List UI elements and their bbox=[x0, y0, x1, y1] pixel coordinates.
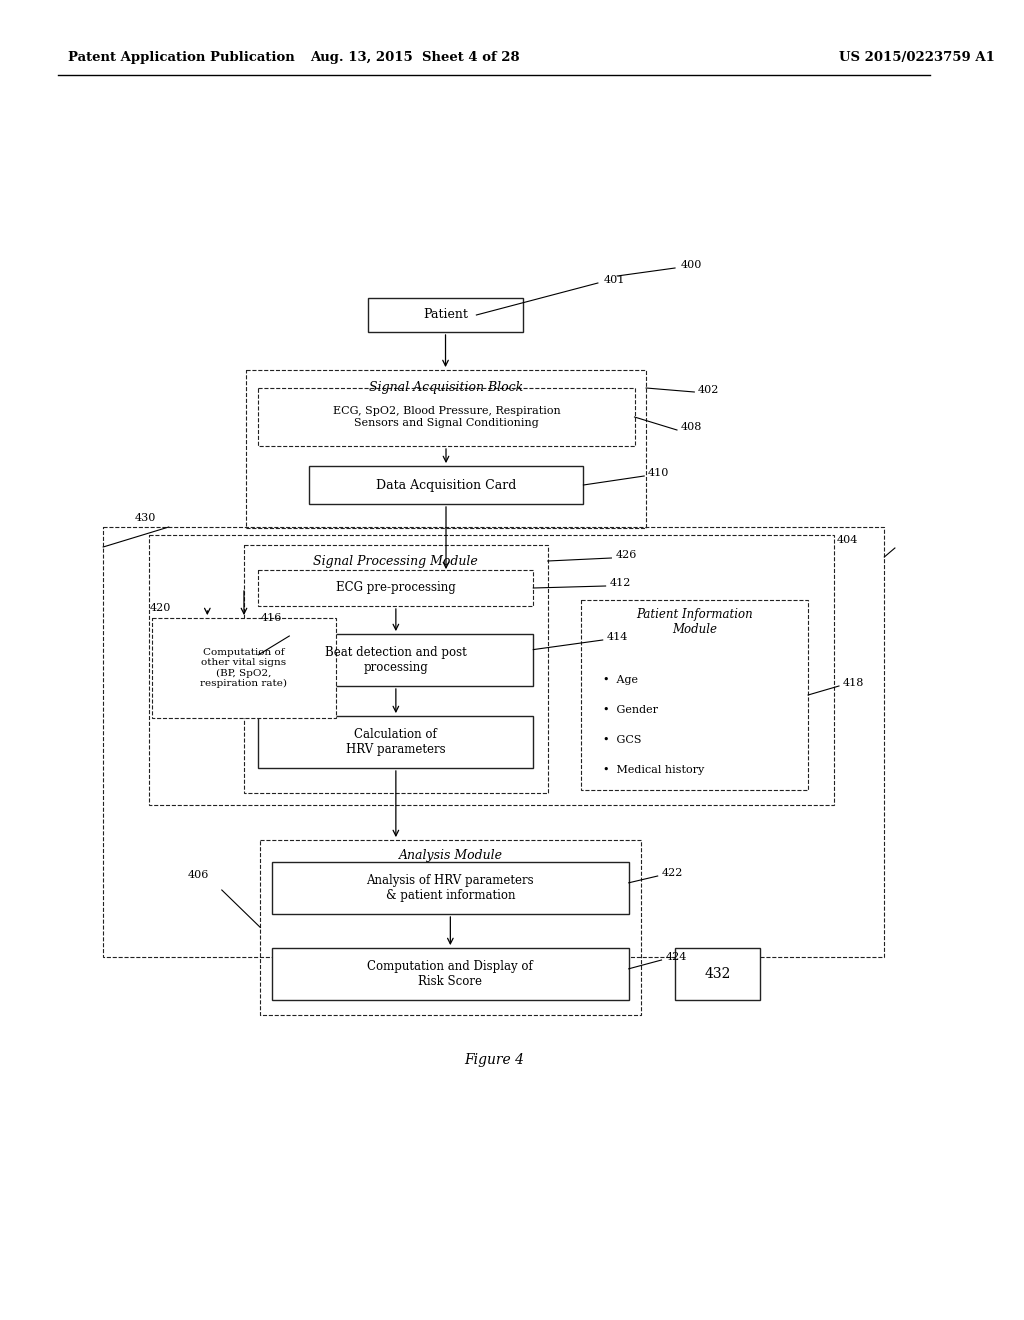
Bar bbox=[153, 618, 336, 718]
Text: Analysis Module: Analysis Module bbox=[398, 850, 503, 862]
Text: Beat detection and post
processing: Beat detection and post processing bbox=[325, 645, 467, 675]
Bar bbox=[258, 715, 534, 768]
Text: Data Acquisition Card: Data Acquisition Card bbox=[376, 479, 516, 491]
Bar bbox=[308, 466, 584, 504]
Bar bbox=[103, 527, 885, 957]
Bar bbox=[246, 370, 646, 528]
Text: •  Age: • Age bbox=[603, 675, 638, 685]
Text: ECG, SpO2, Blood Pressure, Respiration
Sensors and Signal Conditioning: ECG, SpO2, Blood Pressure, Respiration S… bbox=[333, 407, 560, 428]
Bar bbox=[582, 601, 808, 789]
Text: •  GCS: • GCS bbox=[603, 735, 641, 744]
Text: 401: 401 bbox=[604, 275, 625, 285]
Text: 404: 404 bbox=[837, 535, 858, 545]
Bar bbox=[260, 840, 641, 1015]
Text: Calculation of
HRV parameters: Calculation of HRV parameters bbox=[346, 729, 445, 756]
Bar bbox=[369, 298, 522, 333]
Text: 424: 424 bbox=[666, 952, 687, 962]
Text: •  Gender: • Gender bbox=[603, 705, 657, 715]
Text: Computation of
other vital signs
(BP, SpO2,
respiration rate): Computation of other vital signs (BP, Sp… bbox=[201, 648, 288, 688]
Text: Patient: Patient bbox=[423, 309, 468, 322]
Text: Analysis of HRV parameters
& patient information: Analysis of HRV parameters & patient inf… bbox=[367, 874, 535, 902]
Text: Patient Information
Module: Patient Information Module bbox=[637, 609, 754, 636]
Text: 416: 416 bbox=[260, 612, 282, 623]
Text: 410: 410 bbox=[648, 469, 670, 478]
Bar bbox=[258, 388, 635, 446]
Text: 422: 422 bbox=[662, 869, 683, 878]
Text: 430: 430 bbox=[135, 513, 157, 523]
Bar bbox=[150, 535, 835, 805]
Text: 402: 402 bbox=[698, 385, 720, 395]
Text: 414: 414 bbox=[606, 632, 628, 642]
Text: Aug. 13, 2015  Sheet 4 of 28: Aug. 13, 2015 Sheet 4 of 28 bbox=[310, 51, 519, 65]
Text: ECG pre-processing: ECG pre-processing bbox=[336, 582, 456, 594]
Text: 412: 412 bbox=[609, 578, 631, 587]
Text: US 2015/0223759 A1: US 2015/0223759 A1 bbox=[839, 51, 995, 65]
Text: 418: 418 bbox=[843, 678, 864, 688]
Bar bbox=[272, 862, 629, 913]
Text: 408: 408 bbox=[681, 422, 702, 432]
Text: 420: 420 bbox=[150, 603, 171, 612]
Text: Computation and Display of
Risk Score: Computation and Display of Risk Score bbox=[368, 960, 534, 987]
Text: 432: 432 bbox=[705, 968, 731, 981]
Text: 406: 406 bbox=[188, 870, 210, 880]
Bar bbox=[272, 948, 629, 1001]
Text: Patent Application Publication: Patent Application Publication bbox=[68, 51, 294, 65]
Text: 400: 400 bbox=[681, 260, 702, 271]
Text: •  Medical history: • Medical history bbox=[603, 766, 703, 775]
Bar bbox=[258, 634, 534, 686]
Bar bbox=[675, 948, 760, 1001]
Text: Signal Acquisition Block: Signal Acquisition Block bbox=[369, 381, 523, 395]
Text: Figure 4: Figure 4 bbox=[464, 1053, 523, 1067]
Text: 426: 426 bbox=[615, 550, 637, 560]
Text: Signal Processing Module: Signal Processing Module bbox=[313, 554, 478, 568]
Bar bbox=[244, 545, 548, 793]
Bar bbox=[258, 570, 534, 606]
